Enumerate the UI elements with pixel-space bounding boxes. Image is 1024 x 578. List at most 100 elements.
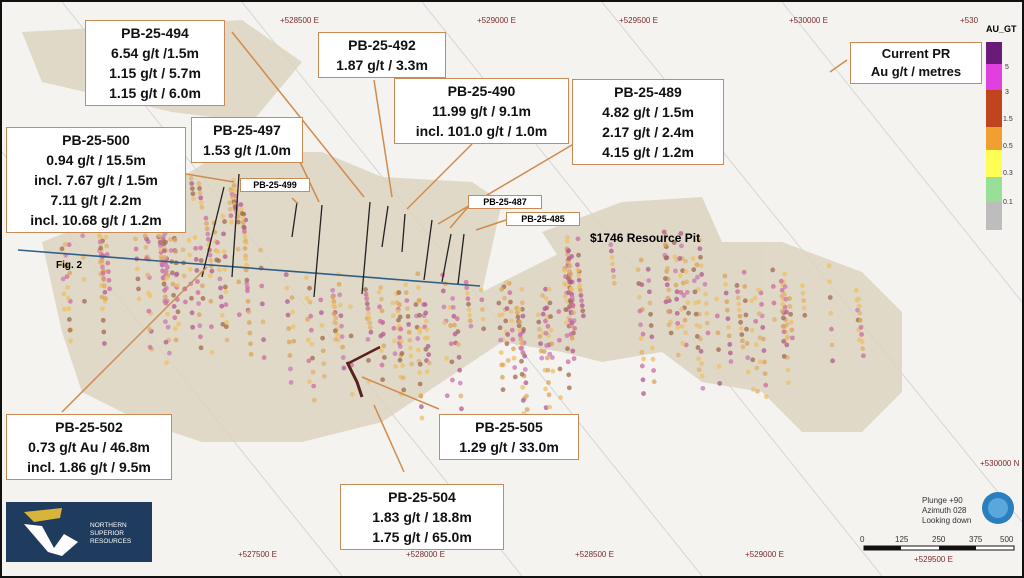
intercept-dot	[647, 300, 653, 306]
intercept-dot	[699, 373, 705, 379]
scale-label: 250	[932, 535, 946, 544]
intercept-dot	[739, 332, 745, 338]
intercept-dot	[829, 342, 835, 348]
intercept-dot	[728, 359, 734, 364]
intercept-dot	[318, 310, 324, 316]
intercept-dot	[698, 254, 703, 260]
grid-label: +528000 E	[406, 550, 445, 559]
intercept-dot	[308, 313, 314, 319]
intercept-dot	[577, 282, 583, 288]
intercept-dot	[571, 318, 577, 324]
intercept-dot	[197, 190, 203, 196]
intercept-dot	[705, 330, 711, 336]
intercept-dot	[467, 312, 473, 318]
intercept-dot	[740, 344, 746, 350]
intercept-dot	[788, 311, 794, 317]
intercept-dot	[376, 289, 382, 295]
intercept-dot	[197, 323, 203, 329]
intercept-dot	[215, 249, 221, 255]
intercept-dot	[393, 363, 399, 369]
intercept-dot	[640, 377, 646, 383]
intercept-dot	[209, 349, 215, 355]
intercept-dot	[426, 352, 432, 358]
intercept-dot	[780, 301, 786, 307]
intercept-dot	[464, 285, 470, 291]
intercept-dot	[157, 240, 163, 245]
intercept-dot	[857, 317, 863, 323]
intercept-dot	[663, 299, 669, 305]
intercept-dot	[448, 323, 454, 328]
intercept-dot	[677, 256, 683, 261]
intercept-dot	[390, 300, 396, 306]
grid-label: +529000 E	[477, 16, 516, 25]
intercept-dot	[650, 356, 656, 362]
intercept-dot	[368, 329, 374, 335]
intercept-dot	[170, 281, 176, 287]
intercept-dot	[504, 306, 510, 311]
intercept-dot	[239, 206, 244, 212]
intercept-dot	[663, 233, 669, 239]
intercept-dot	[741, 269, 747, 275]
intercept-dot	[418, 404, 424, 410]
intercept-dot	[666, 287, 672, 293]
intercept-dot	[565, 346, 570, 352]
grid-label: +528500 E	[575, 550, 614, 559]
intercept-dot	[737, 313, 743, 319]
intercept-dot	[419, 415, 425, 421]
intercept-dot	[321, 373, 327, 379]
intercept-dot	[380, 377, 386, 383]
intercept-dot	[738, 319, 743, 325]
intercept-dot	[496, 300, 502, 306]
intercept-dot	[641, 391, 646, 396]
intercept-dot	[666, 309, 671, 314]
intercept-dot	[641, 356, 647, 362]
hole-id: PB-25-500	[62, 132, 130, 148]
hole-id: PB-25-494	[121, 25, 189, 41]
intercept-dot	[704, 311, 710, 316]
intercept-dot	[778, 278, 784, 284]
intercept-dot	[307, 299, 313, 305]
intercept-dot	[546, 286, 552, 292]
logo-text: NORTHERN SUPERIOR RESOURCES	[90, 522, 131, 546]
current-pr-title: Current PR	[881, 46, 951, 61]
callout-box: PB-25-492 1.87 g/t / 3.3m	[318, 32, 446, 78]
intercept-dot	[547, 404, 553, 410]
intercept-dot	[208, 258, 214, 263]
scale-bar	[863, 545, 1015, 551]
intercept-dot	[382, 355, 387, 360]
intercept-dot	[663, 276, 668, 281]
intercept-dot	[160, 275, 166, 281]
intercept-dot	[405, 306, 410, 311]
intercept-dot	[236, 312, 242, 318]
legend-title: AU_GT	[986, 24, 1017, 34]
intercept-dot	[497, 325, 503, 331]
intercept-dot	[449, 359, 455, 365]
intercept-dot	[549, 355, 555, 360]
intercept-dot	[241, 224, 247, 230]
intercept-dot	[743, 312, 749, 318]
intercept-dot	[608, 248, 614, 254]
intercept-dot	[165, 324, 171, 330]
intercept-dot	[291, 338, 297, 344]
intercept-dot	[101, 283, 107, 289]
intercept-dot	[691, 267, 697, 273]
intercept-dot	[640, 331, 646, 337]
intercept-dot	[763, 394, 769, 400]
intercept-dot	[699, 272, 705, 277]
intercept-dot	[219, 303, 225, 309]
intercept-dot	[543, 386, 548, 392]
intercept-dot	[336, 281, 342, 287]
intercept-dot	[450, 296, 456, 301]
intercept-dot	[333, 315, 339, 321]
intercept-dot	[65, 284, 70, 290]
intercept-dot	[320, 335, 325, 341]
intercept-dot	[186, 238, 192, 243]
intercept-dot	[520, 384, 526, 390]
intercept-dot	[190, 191, 196, 197]
intercept-dot	[235, 219, 241, 225]
intercept-dot	[406, 329, 412, 335]
pit-label: $1746 Resource Pit	[590, 231, 701, 245]
intercept-dot	[538, 341, 543, 347]
intercept-dot	[665, 295, 671, 301]
intercept-dot	[176, 321, 181, 327]
